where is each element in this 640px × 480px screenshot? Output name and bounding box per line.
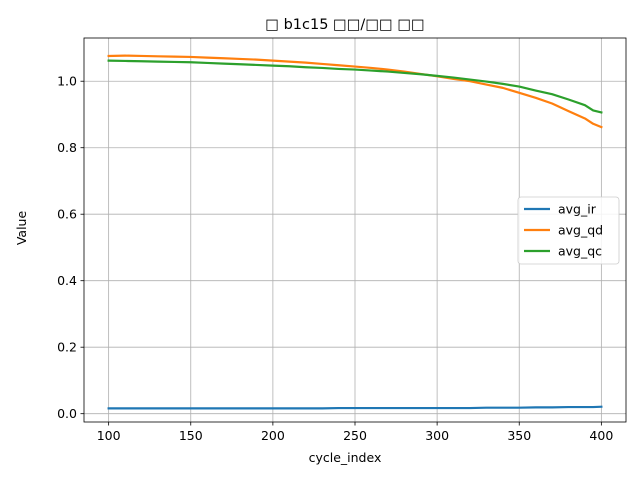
y-tick-label: 0.0 bbox=[57, 406, 77, 421]
y-tick-label: 0.6 bbox=[57, 207, 77, 222]
x-tick-label: 150 bbox=[179, 428, 203, 443]
x-axis-label: cycle_index bbox=[309, 450, 382, 465]
series-line-avg-qc bbox=[107, 59, 603, 114]
legend-box bbox=[517, 196, 620, 265]
axis-ticks: 100 150 200 250 300 350 400 0.0 0.2 0.4 0.6 0.8 1.0 bbox=[57, 74, 613, 443]
y-tick-label: 0.8 bbox=[57, 140, 77, 155]
y-tick-label: 0.2 bbox=[57, 340, 77, 355]
x-tick-label: 250 bbox=[343, 428, 367, 443]
x-tick-label: 100 bbox=[97, 428, 121, 443]
x-tick-label: 400 bbox=[589, 428, 613, 443]
chart-title: □ b1c15 □□/□□ □□ bbox=[265, 17, 424, 33]
y-axis-label: Value bbox=[14, 211, 29, 246]
series-lines bbox=[107, 54, 603, 410]
series-line-avg-qd bbox=[107, 54, 603, 129]
legend-label-avg-qd: avg_qd bbox=[558, 223, 603, 238]
legend: avg_ir avg_qd avg_qc bbox=[517, 196, 620, 265]
x-tick-label: 350 bbox=[507, 428, 531, 443]
legend-label-avg-ir: avg_ir bbox=[558, 202, 597, 217]
y-tick-label: 0.4 bbox=[57, 273, 77, 288]
y-tick-label: 1.0 bbox=[57, 74, 77, 89]
x-tick-label: 200 bbox=[261, 428, 285, 443]
legend-label-avg-qc: avg_qc bbox=[558, 244, 602, 259]
series-line-avg-ir bbox=[107, 405, 603, 410]
x-tick-label: 300 bbox=[425, 428, 449, 443]
